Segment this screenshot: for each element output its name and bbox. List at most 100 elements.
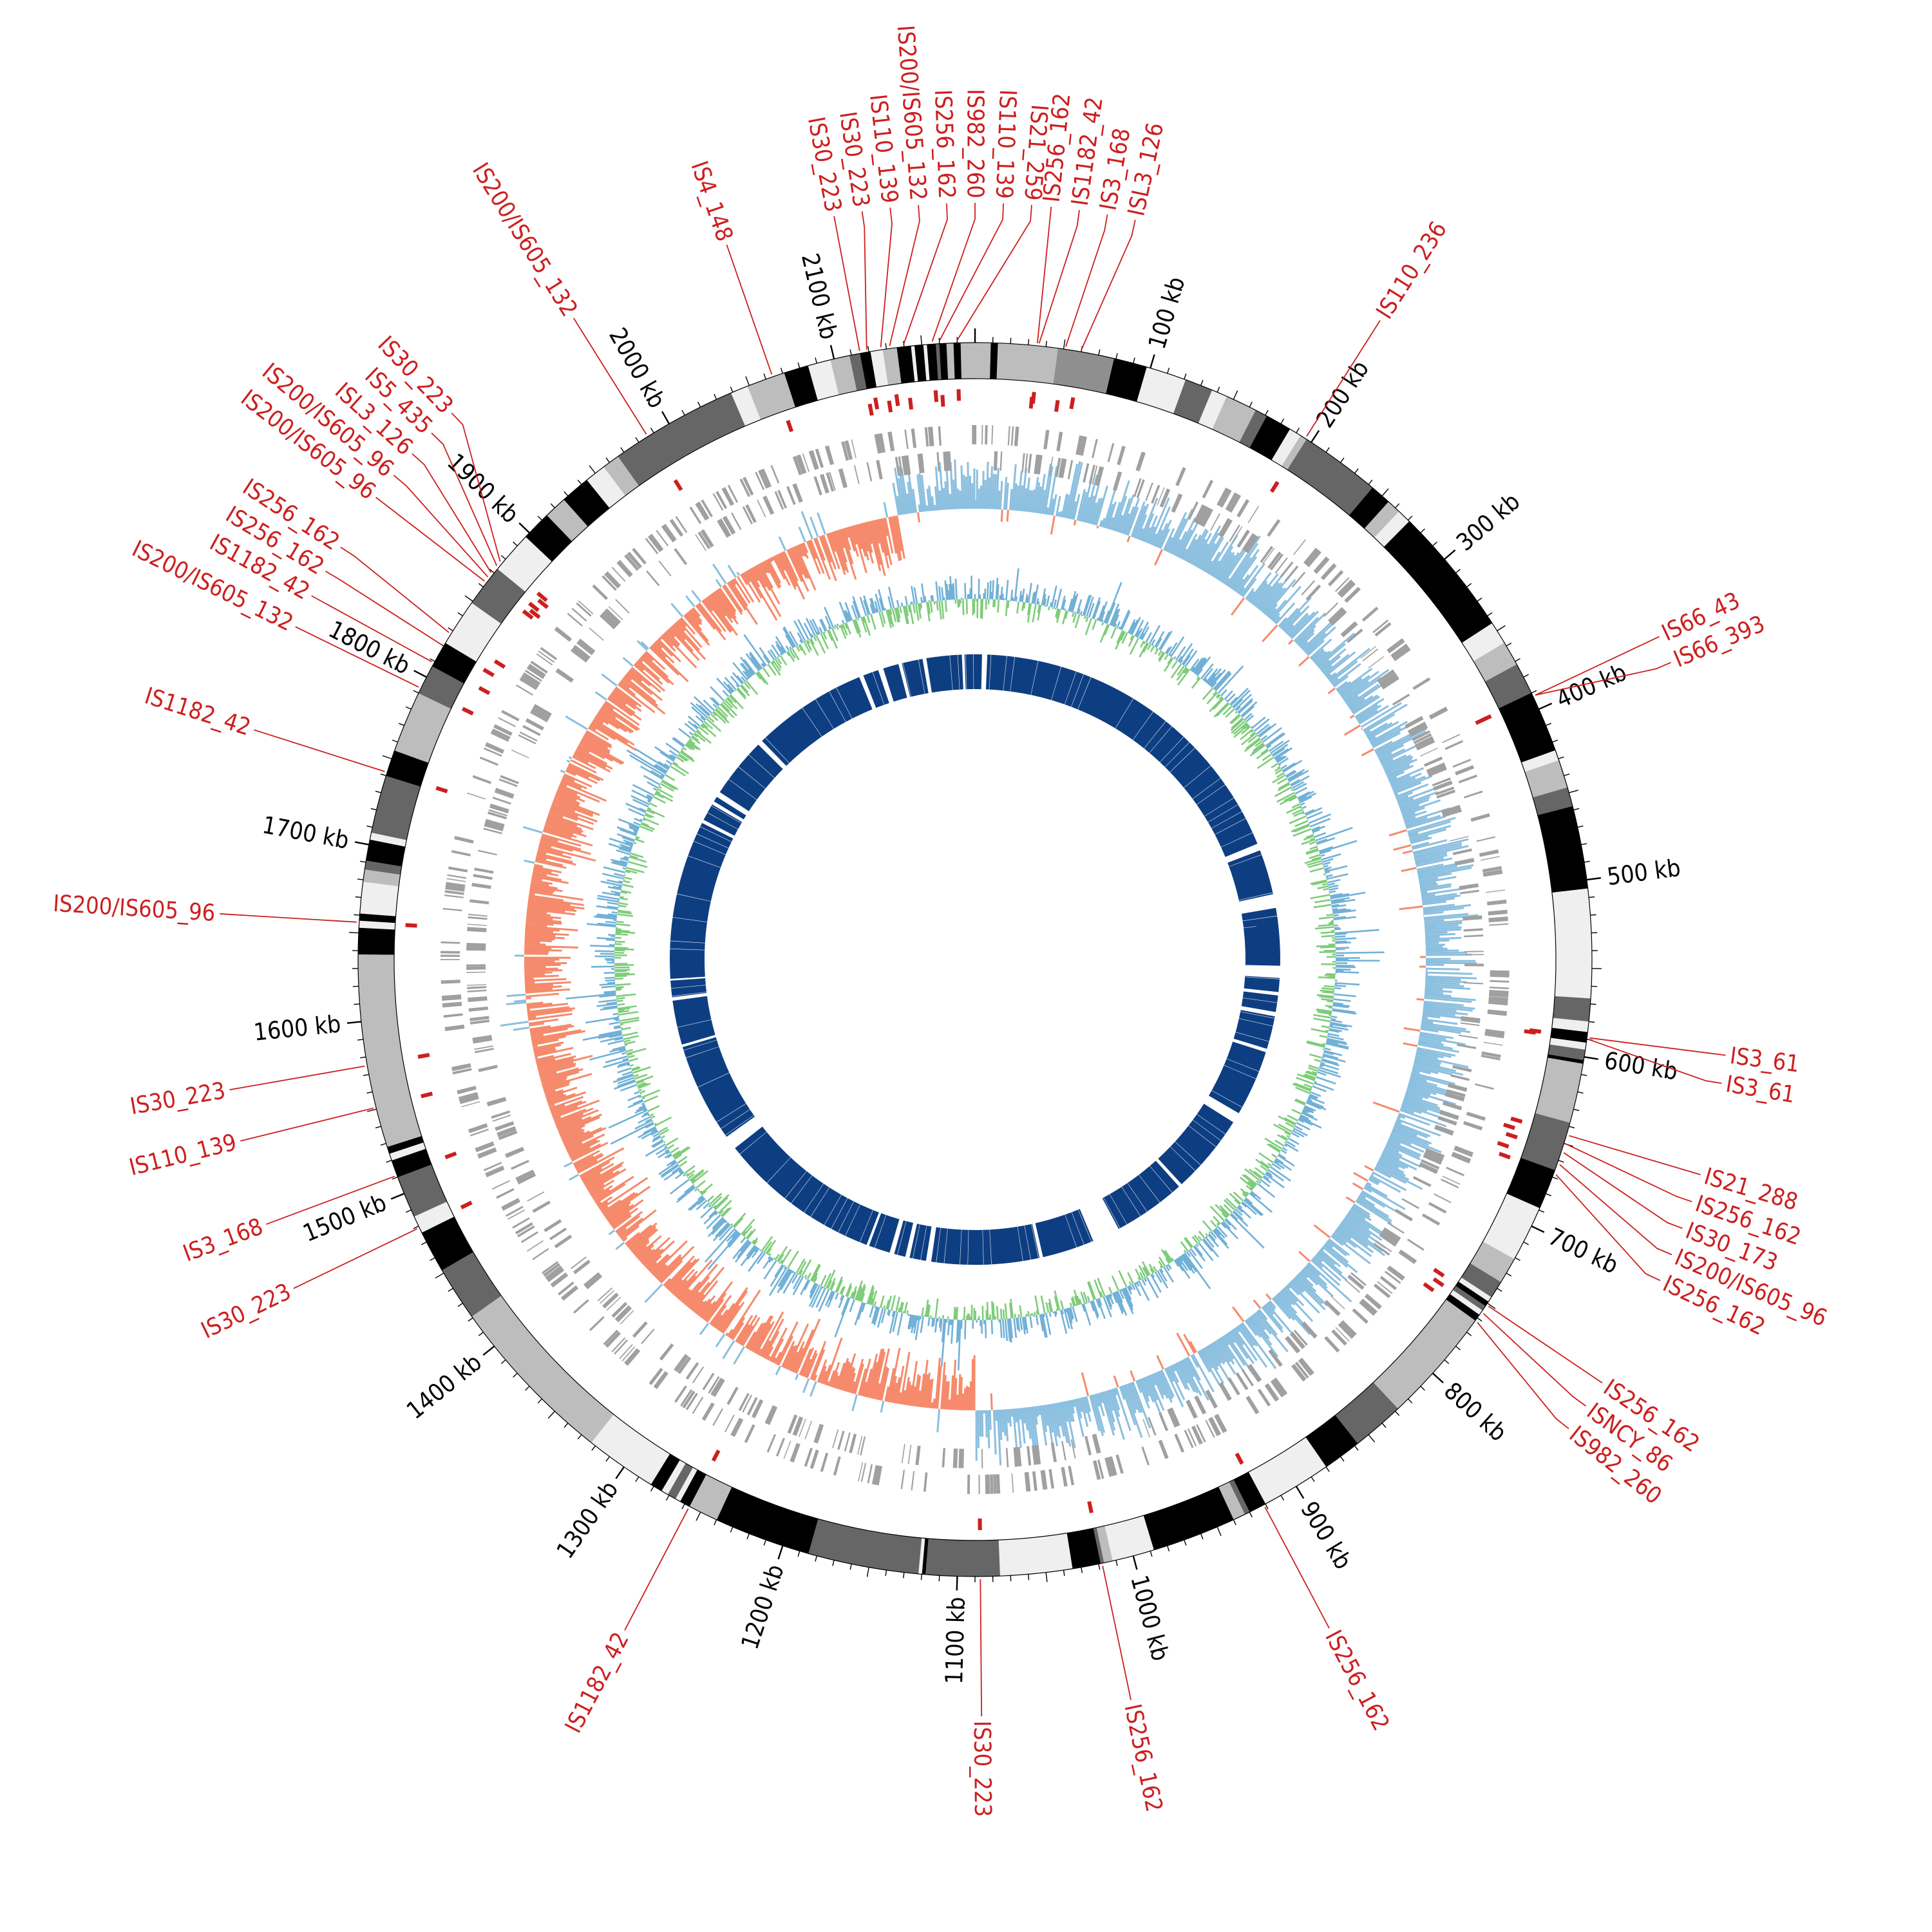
homology-stripe <box>1071 674 1084 707</box>
gene-block <box>561 1285 579 1301</box>
gene-block <box>731 512 742 531</box>
gene-block <box>517 1225 535 1238</box>
gene-block <box>1361 607 1379 622</box>
scale-tick <box>375 1126 381 1129</box>
scale-tick <box>457 1303 463 1307</box>
homology-stripe <box>989 1229 992 1265</box>
gene-block <box>857 1435 863 1455</box>
gene-block <box>493 724 513 736</box>
gene-block <box>991 425 994 445</box>
gene-block <box>1387 1222 1405 1234</box>
gene-block <box>468 1123 488 1133</box>
gene-block <box>1461 1019 1481 1023</box>
gene-block <box>490 730 510 742</box>
gene-block <box>792 483 803 503</box>
gene-block <box>1331 1329 1347 1346</box>
gene-block <box>1202 508 1213 527</box>
gene-block <box>1205 1389 1218 1409</box>
homology-stripe <box>1139 1175 1160 1203</box>
scale-tick <box>468 1317 473 1322</box>
gene-block <box>1058 458 1066 478</box>
gene-block <box>1151 484 1160 504</box>
karyotype-band <box>808 1519 922 1575</box>
gene-block <box>546 1267 565 1282</box>
is-element-label: IS256_162 <box>929 89 960 199</box>
homology-stripe <box>686 1046 719 1058</box>
is-element-mark <box>460 1200 473 1209</box>
scale-tick <box>1573 1108 1580 1112</box>
gene-block <box>1198 507 1212 527</box>
homology-block <box>1244 976 1280 992</box>
gene-block <box>1330 609 1347 626</box>
homology-block <box>964 654 975 690</box>
is-element-label: IS110_139 <box>127 1129 240 1181</box>
gene-block <box>1188 501 1198 520</box>
gene-block <box>516 684 534 696</box>
scale-tick <box>591 1445 596 1451</box>
scale-tick <box>1265 1503 1269 1510</box>
gene-block <box>484 822 504 831</box>
scale-tick <box>357 878 364 880</box>
gene-block <box>1463 790 1483 799</box>
gene-block <box>516 1172 536 1185</box>
gene-block <box>531 706 551 720</box>
gene-block <box>511 1160 529 1170</box>
gene-block <box>615 1305 632 1323</box>
scale-tick <box>1584 860 1590 863</box>
is-element-mark <box>417 1053 430 1059</box>
scale-tick <box>1150 1551 1153 1557</box>
gene-block <box>468 1006 488 1012</box>
gene-block <box>711 1378 725 1397</box>
gene-block <box>1362 649 1379 661</box>
gene-block <box>445 882 466 889</box>
gene-block <box>1112 471 1122 491</box>
scale-tick <box>1487 1303 1496 1309</box>
scale-tick <box>650 428 654 433</box>
gene-block <box>742 1394 752 1413</box>
gene-block <box>1037 455 1043 475</box>
gene-block <box>512 1217 530 1229</box>
gene-block <box>1159 488 1171 508</box>
gene-block <box>898 456 904 476</box>
is-element-label: IS1182_42 <box>142 683 254 741</box>
scale-tick <box>1115 1560 1118 1566</box>
gene-block <box>1407 721 1426 734</box>
gene-block <box>1050 1443 1057 1463</box>
gene-block <box>1466 1112 1486 1121</box>
kb-label: 200 kb <box>1311 355 1374 432</box>
gene-block <box>1344 587 1361 603</box>
gene-block <box>1097 1459 1104 1479</box>
homology-stripe <box>1121 1186 1141 1217</box>
gene-block <box>871 1464 880 1485</box>
homology-stripe <box>897 1221 907 1255</box>
gene-block <box>1068 1466 1075 1486</box>
gene-block <box>755 471 765 490</box>
gene-block <box>1460 1022 1480 1027</box>
gene-block <box>715 491 728 509</box>
gene-block <box>826 472 835 492</box>
homology-stripe <box>728 779 757 800</box>
gene-block <box>1334 577 1350 592</box>
scale-tick <box>537 1398 542 1404</box>
is-element-mark <box>956 389 961 401</box>
scale-tick <box>537 515 542 521</box>
gene-block <box>1482 866 1502 873</box>
scale-tick <box>489 569 495 574</box>
gene-block <box>1269 553 1283 571</box>
gene-block <box>525 718 544 731</box>
gene-block <box>792 1416 804 1436</box>
gene-block <box>1097 467 1104 486</box>
scale-tick <box>564 491 569 497</box>
homology-stripe <box>920 1226 927 1260</box>
scale-tick <box>1028 339 1030 345</box>
is-callout-line <box>726 244 773 375</box>
gene-block <box>527 1191 545 1202</box>
gene-block <box>1360 1298 1378 1314</box>
gene-block <box>1327 570 1344 587</box>
gene-block <box>1193 504 1206 524</box>
scale-tick <box>354 914 360 916</box>
gc-content-above-mean <box>565 568 1385 1370</box>
gene-block <box>647 534 663 553</box>
scale-tick <box>392 739 398 743</box>
scale-tick <box>745 376 750 386</box>
